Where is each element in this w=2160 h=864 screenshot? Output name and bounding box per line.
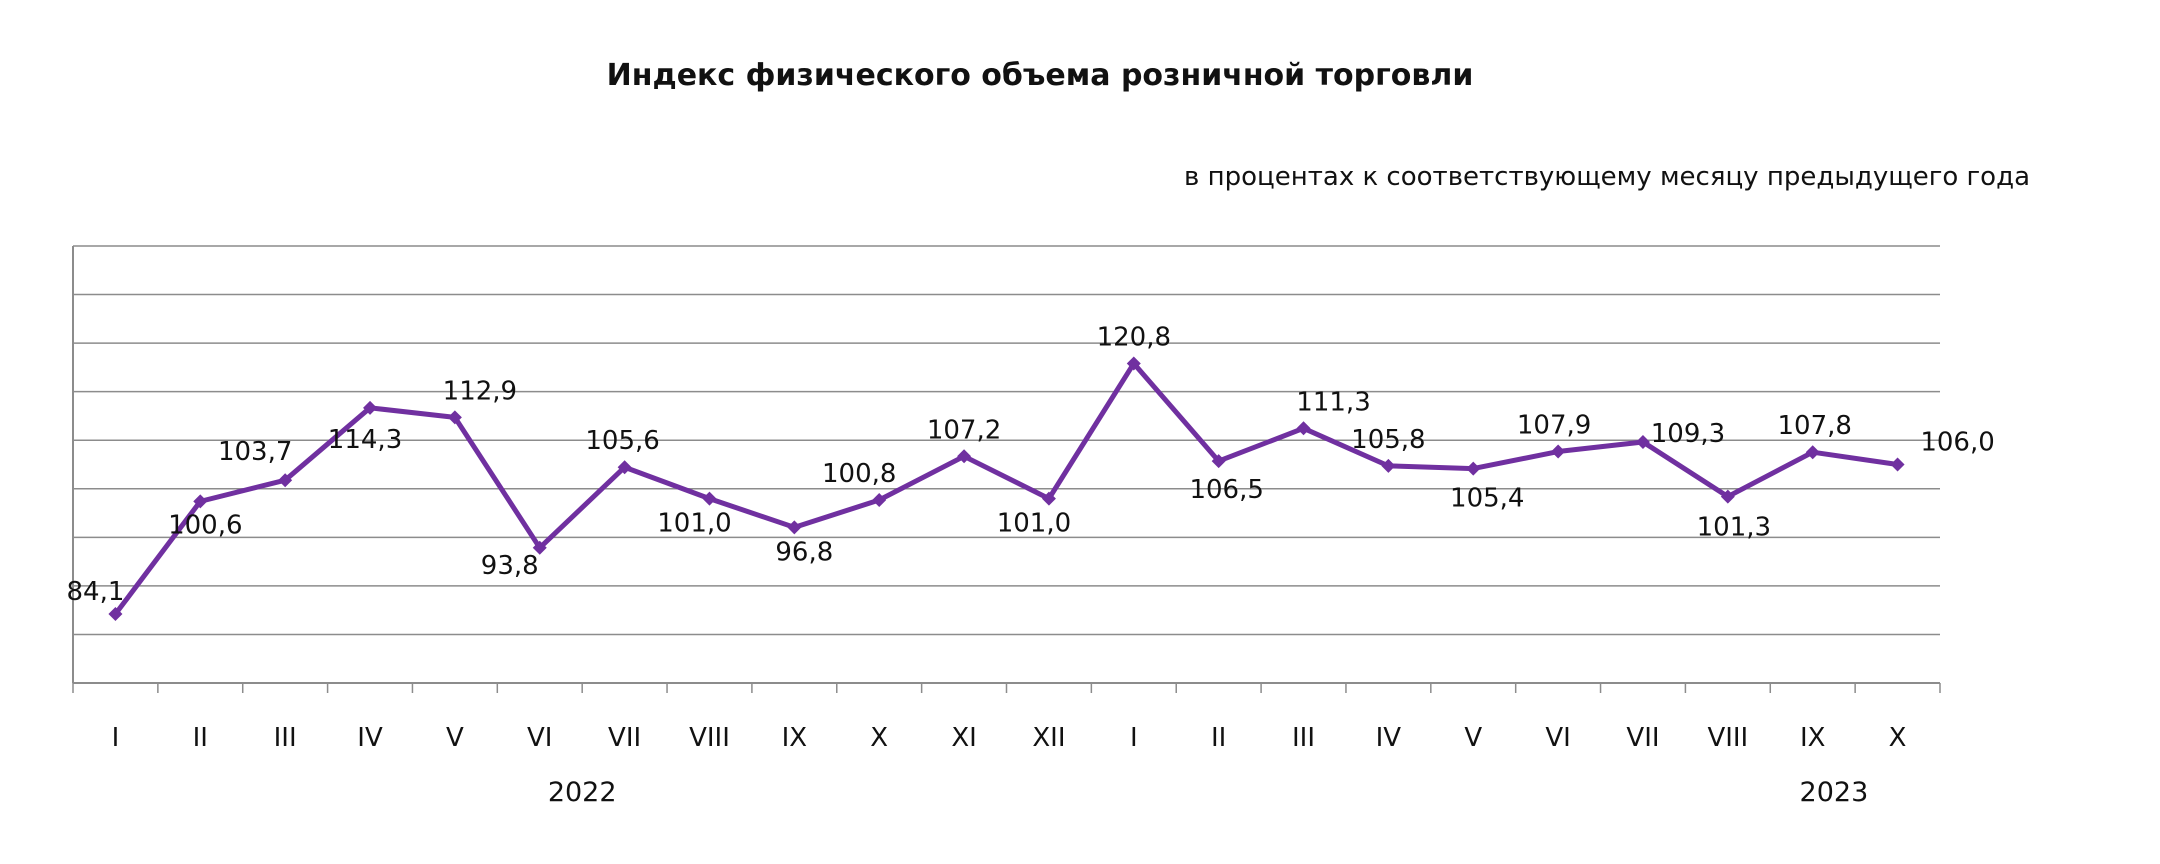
x-tick-label: I: [112, 723, 120, 753]
x-tick-label: II: [1211, 723, 1226, 753]
data-point-marker: [1890, 457, 1905, 472]
data-point-marker: [278, 473, 293, 488]
data-label: 106,0: [1920, 428, 1994, 458]
x-tick-label: III: [274, 723, 297, 753]
x-tick-label: III: [1292, 723, 1315, 753]
data-label: 103,7: [218, 437, 292, 467]
data-label: 107,9: [1517, 411, 1591, 441]
x-tick-label: XII: [1032, 723, 1065, 753]
data-point-marker: [1126, 356, 1141, 371]
data-label: 105,8: [1351, 425, 1425, 455]
chart-title: Индекс физического объема розничной торг…: [606, 58, 1474, 93]
data-label: 101,0: [997, 509, 1071, 539]
data-label: 105,6: [585, 426, 659, 456]
x-tick-label: V: [1464, 723, 1482, 753]
data-point-marker: [532, 540, 547, 555]
data-label: 96,8: [775, 537, 833, 567]
data-point-marker: [1041, 491, 1056, 506]
data-point-marker: [872, 493, 887, 508]
x-tick-label: VII: [608, 723, 641, 753]
chart-subtitle: в процентах к соответствующему месяцу пр…: [1184, 162, 2030, 192]
data-point-marker: [957, 449, 972, 464]
year-group-label: 2022: [548, 777, 617, 808]
data-point-marker: [108, 607, 123, 622]
x-tick-label: I: [1130, 723, 1138, 753]
data-label: 112,9: [443, 376, 517, 406]
data-point-marker: [1551, 444, 1566, 459]
x-tick-label: VIII: [689, 723, 730, 753]
data-point-marker: [617, 460, 632, 475]
data-point-marker: [1635, 434, 1650, 449]
data-label: 114,3: [328, 425, 402, 455]
year-group-label: 2023: [1800, 777, 1869, 808]
x-tick-label: XI: [951, 723, 976, 753]
x-tick-label: X: [1889, 723, 1907, 753]
x-tick-label: II: [193, 723, 208, 753]
data-point-marker: [1296, 421, 1311, 436]
data-point-marker: [1381, 458, 1396, 473]
x-tick-label: VIII: [1707, 723, 1748, 753]
data-point-marker: [1720, 489, 1735, 504]
data-label: 111,3: [1296, 387, 1370, 417]
data-label: 109,3: [1651, 419, 1725, 449]
x-tick-label: VII: [1626, 723, 1659, 753]
data-label: 106,5: [1189, 475, 1263, 505]
data-label: 93,8: [481, 551, 539, 581]
data-point-marker: [1466, 461, 1481, 476]
x-tick-label: VI: [1545, 723, 1570, 753]
data-point-marker: [1805, 445, 1820, 460]
data-label: 105,4: [1450, 484, 1524, 514]
x-tick-label: V: [446, 723, 464, 753]
data-point-marker: [787, 520, 802, 535]
data-label: 107,8: [1777, 411, 1851, 441]
data-point-marker: [702, 491, 717, 506]
x-tick-label: VI: [527, 723, 552, 753]
x-tick-label: IV: [357, 723, 383, 753]
x-tick-label: IX: [782, 723, 807, 753]
data-point-marker: [363, 400, 378, 415]
data-label: 120,8: [1097, 322, 1171, 352]
data-label: 107,2: [927, 415, 1001, 445]
data-point-marker: [1211, 454, 1226, 469]
x-tick-label: IV: [1376, 723, 1402, 753]
series-line: [113, 360, 1898, 616]
data-point-marker: [193, 494, 208, 509]
data-label: 101,0: [657, 509, 731, 539]
data-label: 84,1: [66, 577, 124, 607]
x-tick-label: IX: [1800, 723, 1825, 753]
data-label: 100,8: [822, 459, 896, 489]
data-point-marker: [447, 410, 462, 425]
x-tick-label: X: [870, 723, 888, 753]
data-label: 101,3: [1697, 513, 1771, 543]
data-label: 100,6: [168, 510, 242, 540]
